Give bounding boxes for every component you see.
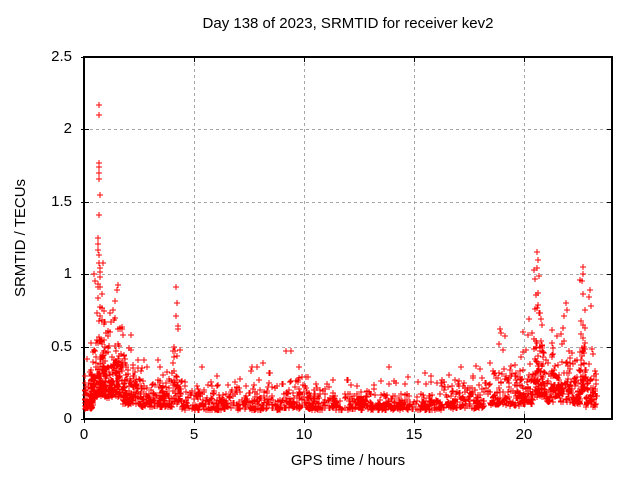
chart-title: Day 138 of 2023, SRMTID for receiver kev… (202, 15, 494, 32)
y-tick-label-1.5: 1.5 (51, 193, 72, 210)
plot-border (83, 56, 613, 420)
x-tick-label-20: 20 (515, 426, 533, 443)
y-tick-label-0: 0 (63, 410, 72, 427)
y-tick-label-0.5: 0.5 (51, 338, 72, 355)
x-tick-label-5: 5 (189, 426, 199, 443)
y-tick-label-1: 1 (63, 265, 72, 282)
y-tick-label-2: 2 (63, 120, 72, 137)
x-tick-label-15: 15 (405, 426, 423, 443)
y-tick-label-2.5: 2.5 (51, 48, 72, 65)
x-tick-label-10: 10 (295, 426, 313, 443)
data-points (82, 102, 600, 413)
x-tick-label-0: 0 (79, 426, 89, 443)
x-axis-label: GPS time / hours (290, 452, 406, 469)
axis-ticks (81, 57, 612, 423)
